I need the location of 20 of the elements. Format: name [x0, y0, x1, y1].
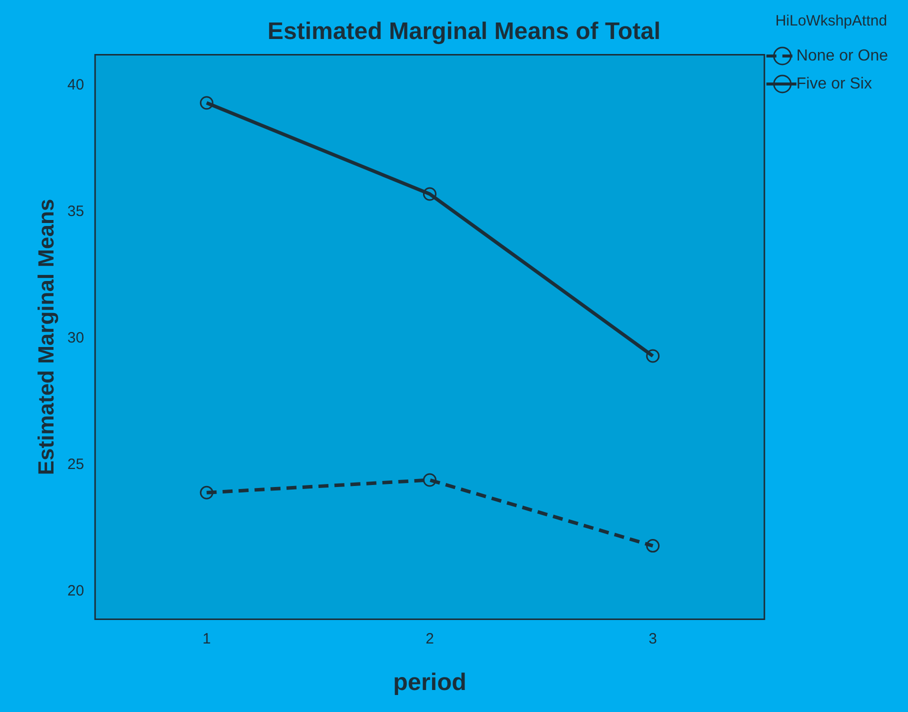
x-tick-label: 1	[202, 630, 211, 648]
legend-label: None or One	[796, 47, 888, 64]
point	[422, 473, 436, 487]
chart-title: Estimated Marginal Means of Total	[268, 18, 660, 46]
legend-label: Five or Six	[796, 75, 872, 92]
point	[422, 187, 436, 201]
x-axis-title: period	[393, 669, 466, 696]
y-tick-label: 25	[67, 456, 84, 473]
point	[646, 539, 660, 553]
y-tick-label: 35	[67, 202, 84, 220]
y-tick-label: 20	[67, 582, 84, 600]
y-tick-label: 40	[67, 76, 84, 94]
legend-title: HiLoWkshpAttnd	[775, 12, 888, 30]
point	[200, 96, 214, 110]
y-tick-label: 30	[67, 329, 84, 346]
x-tick-label: 3	[648, 630, 658, 648]
x-tick-label: 2	[426, 630, 434, 648]
point	[646, 349, 660, 363]
y-axis-title: Estimated Marginal Means	[33, 198, 58, 476]
point	[200, 486, 214, 500]
